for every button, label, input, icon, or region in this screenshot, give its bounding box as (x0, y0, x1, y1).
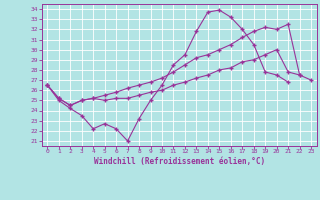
X-axis label: Windchill (Refroidissement éolien,°C): Windchill (Refroidissement éolien,°C) (94, 157, 265, 166)
